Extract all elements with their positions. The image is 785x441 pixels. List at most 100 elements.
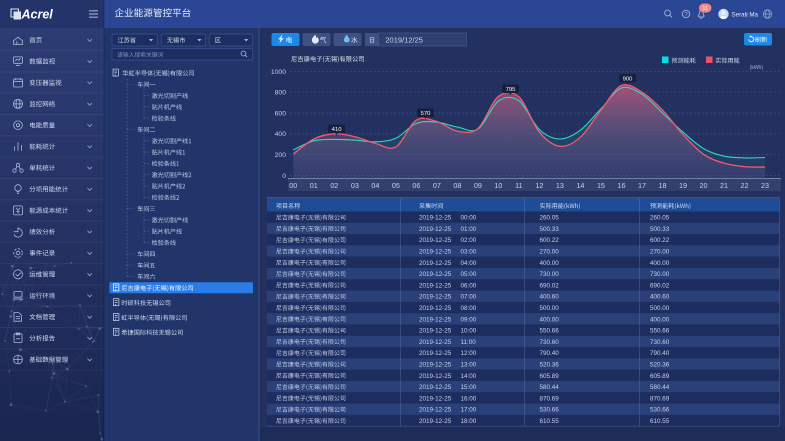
svg-text:08: 08 [453, 181, 461, 190]
svg-text:Serati Ma: Serati Ma [732, 11, 759, 18]
svg-text:00: 00 [289, 181, 297, 190]
svg-text:18: 18 [658, 181, 666, 190]
svg-text:12:00: 12:00 [461, 350, 477, 357]
svg-text:605.89: 605.89 [540, 373, 560, 380]
svg-text:500.33: 500.33 [540, 226, 560, 233]
svg-text:2019/12/25: 2019/12/25 [385, 35, 423, 44]
svg-text:2019-12-25: 2019-12-25 [419, 407, 452, 414]
svg-text:410: 410 [332, 127, 343, 133]
svg-text:690.02: 690.02 [650, 282, 670, 289]
svg-text:07:00: 07:00 [461, 294, 477, 301]
svg-text:?: ? [684, 12, 688, 18]
svg-text:10:00: 10:00 [461, 328, 477, 335]
svg-text:17:00: 17:00 [461, 407, 477, 414]
svg-text:13: 13 [556, 181, 564, 190]
svg-text:730.00: 730.00 [650, 271, 670, 278]
svg-text:06:00: 06:00 [461, 282, 477, 289]
svg-text:400.00: 400.00 [540, 260, 560, 267]
svg-text:790.40: 790.40 [650, 350, 670, 357]
svg-text:2019-12-25: 2019-12-25 [419, 316, 452, 323]
svg-text:600: 600 [275, 110, 287, 117]
svg-text:270.00: 270.00 [650, 249, 670, 256]
svg-text:01:00: 01:00 [461, 226, 477, 233]
svg-text:14:00: 14:00 [461, 373, 477, 380]
svg-text:Acrel: Acrel [21, 7, 54, 21]
svg-text:11:00: 11:00 [461, 339, 477, 346]
svg-text:570: 570 [421, 111, 432, 117]
svg-text:19: 19 [679, 181, 687, 190]
svg-text:870.69: 870.69 [540, 395, 560, 402]
svg-text:09:00: 09:00 [461, 316, 477, 323]
svg-text:09: 09 [474, 181, 482, 190]
svg-text:550.66: 550.66 [540, 328, 560, 335]
svg-text:400: 400 [275, 131, 287, 138]
svg-text:605.89: 605.89 [650, 373, 670, 380]
svg-text:1000: 1000 [271, 69, 286, 76]
svg-text:18:00: 18:00 [461, 418, 477, 425]
svg-text:400.00: 400.00 [650, 316, 670, 323]
svg-text:500.33: 500.33 [650, 226, 670, 233]
svg-text:05:00: 05:00 [461, 271, 477, 278]
svg-text:16: 16 [617, 181, 625, 190]
svg-text:730.60: 730.60 [540, 339, 560, 346]
svg-text:610.55: 610.55 [650, 418, 670, 425]
svg-text:2019-12-25: 2019-12-25 [419, 384, 452, 391]
svg-text:580.44: 580.44 [650, 384, 670, 391]
svg-text:2019-12-25: 2019-12-25 [419, 237, 452, 244]
svg-text:2019-12-25: 2019-12-25 [419, 339, 452, 346]
svg-text:12: 12 [535, 181, 543, 190]
svg-text:580.44: 580.44 [540, 384, 560, 391]
svg-text:(kWh): (kWh) [750, 65, 764, 71]
svg-text:2019-12-25: 2019-12-25 [419, 260, 452, 267]
svg-text:2019-12-25: 2019-12-25 [419, 373, 452, 380]
svg-text:02:00: 02:00 [461, 237, 477, 244]
svg-text:870.69: 870.69 [650, 395, 670, 402]
svg-text:15:00: 15:00 [461, 384, 477, 391]
svg-text:500.00: 500.00 [650, 305, 670, 312]
svg-text:15: 15 [597, 181, 605, 190]
svg-text:20: 20 [700, 181, 708, 190]
svg-text:520.36: 520.36 [540, 362, 560, 369]
svg-text:08:00: 08:00 [461, 305, 477, 312]
svg-text:260.05: 260.05 [650, 215, 670, 222]
svg-text:0: 0 [282, 173, 286, 180]
svg-text:03:00: 03:00 [461, 249, 477, 256]
svg-text:00:00: 00:00 [461, 215, 477, 222]
svg-text:2019-12-25: 2019-12-25 [419, 362, 452, 369]
svg-text:2019-12-25: 2019-12-25 [419, 350, 452, 357]
svg-text:05: 05 [392, 181, 400, 190]
svg-text:2019-12-25: 2019-12-25 [419, 215, 452, 222]
svg-text:2019-12-25: 2019-12-25 [419, 249, 452, 256]
svg-text:23: 23 [761, 181, 769, 190]
svg-text:21: 21 [720, 181, 728, 190]
svg-text:400.00: 400.00 [650, 260, 670, 267]
svg-text:795: 795 [506, 87, 517, 93]
svg-text:01: 01 [310, 181, 318, 190]
svg-text:500.00: 500.00 [540, 305, 560, 312]
svg-text:17: 17 [638, 181, 646, 190]
svg-text:730.60: 730.60 [650, 339, 670, 346]
svg-text:550.66: 550.66 [650, 328, 670, 335]
svg-text:03: 03 [351, 181, 359, 190]
svg-text:690.02: 690.02 [540, 282, 560, 289]
svg-text:400.00: 400.00 [540, 316, 560, 323]
svg-text:600.22: 600.22 [540, 237, 560, 244]
svg-text:2019-12-25: 2019-12-25 [419, 305, 452, 312]
svg-text:2019-12-25: 2019-12-25 [419, 418, 452, 425]
svg-text:790.40: 790.40 [540, 350, 560, 357]
svg-text:270.00: 270.00 [540, 249, 560, 256]
svg-text:14: 14 [576, 181, 584, 190]
svg-text:22: 22 [741, 181, 749, 190]
svg-text:2019-12-25: 2019-12-25 [419, 395, 452, 402]
svg-text:900: 900 [623, 76, 634, 82]
svg-text:07: 07 [433, 181, 441, 190]
svg-text:200: 200 [275, 152, 287, 159]
svg-text:600.22: 600.22 [650, 237, 670, 244]
svg-text:2019-12-25: 2019-12-25 [419, 271, 452, 278]
svg-text:04:00: 04:00 [461, 260, 477, 267]
svg-text:730.00: 730.00 [540, 271, 560, 278]
svg-text:2019-12-25: 2019-12-25 [419, 282, 452, 289]
svg-text:520.36: 520.36 [650, 362, 670, 369]
svg-text:02: 02 [330, 181, 338, 190]
svg-text:13:00: 13:00 [461, 362, 477, 369]
